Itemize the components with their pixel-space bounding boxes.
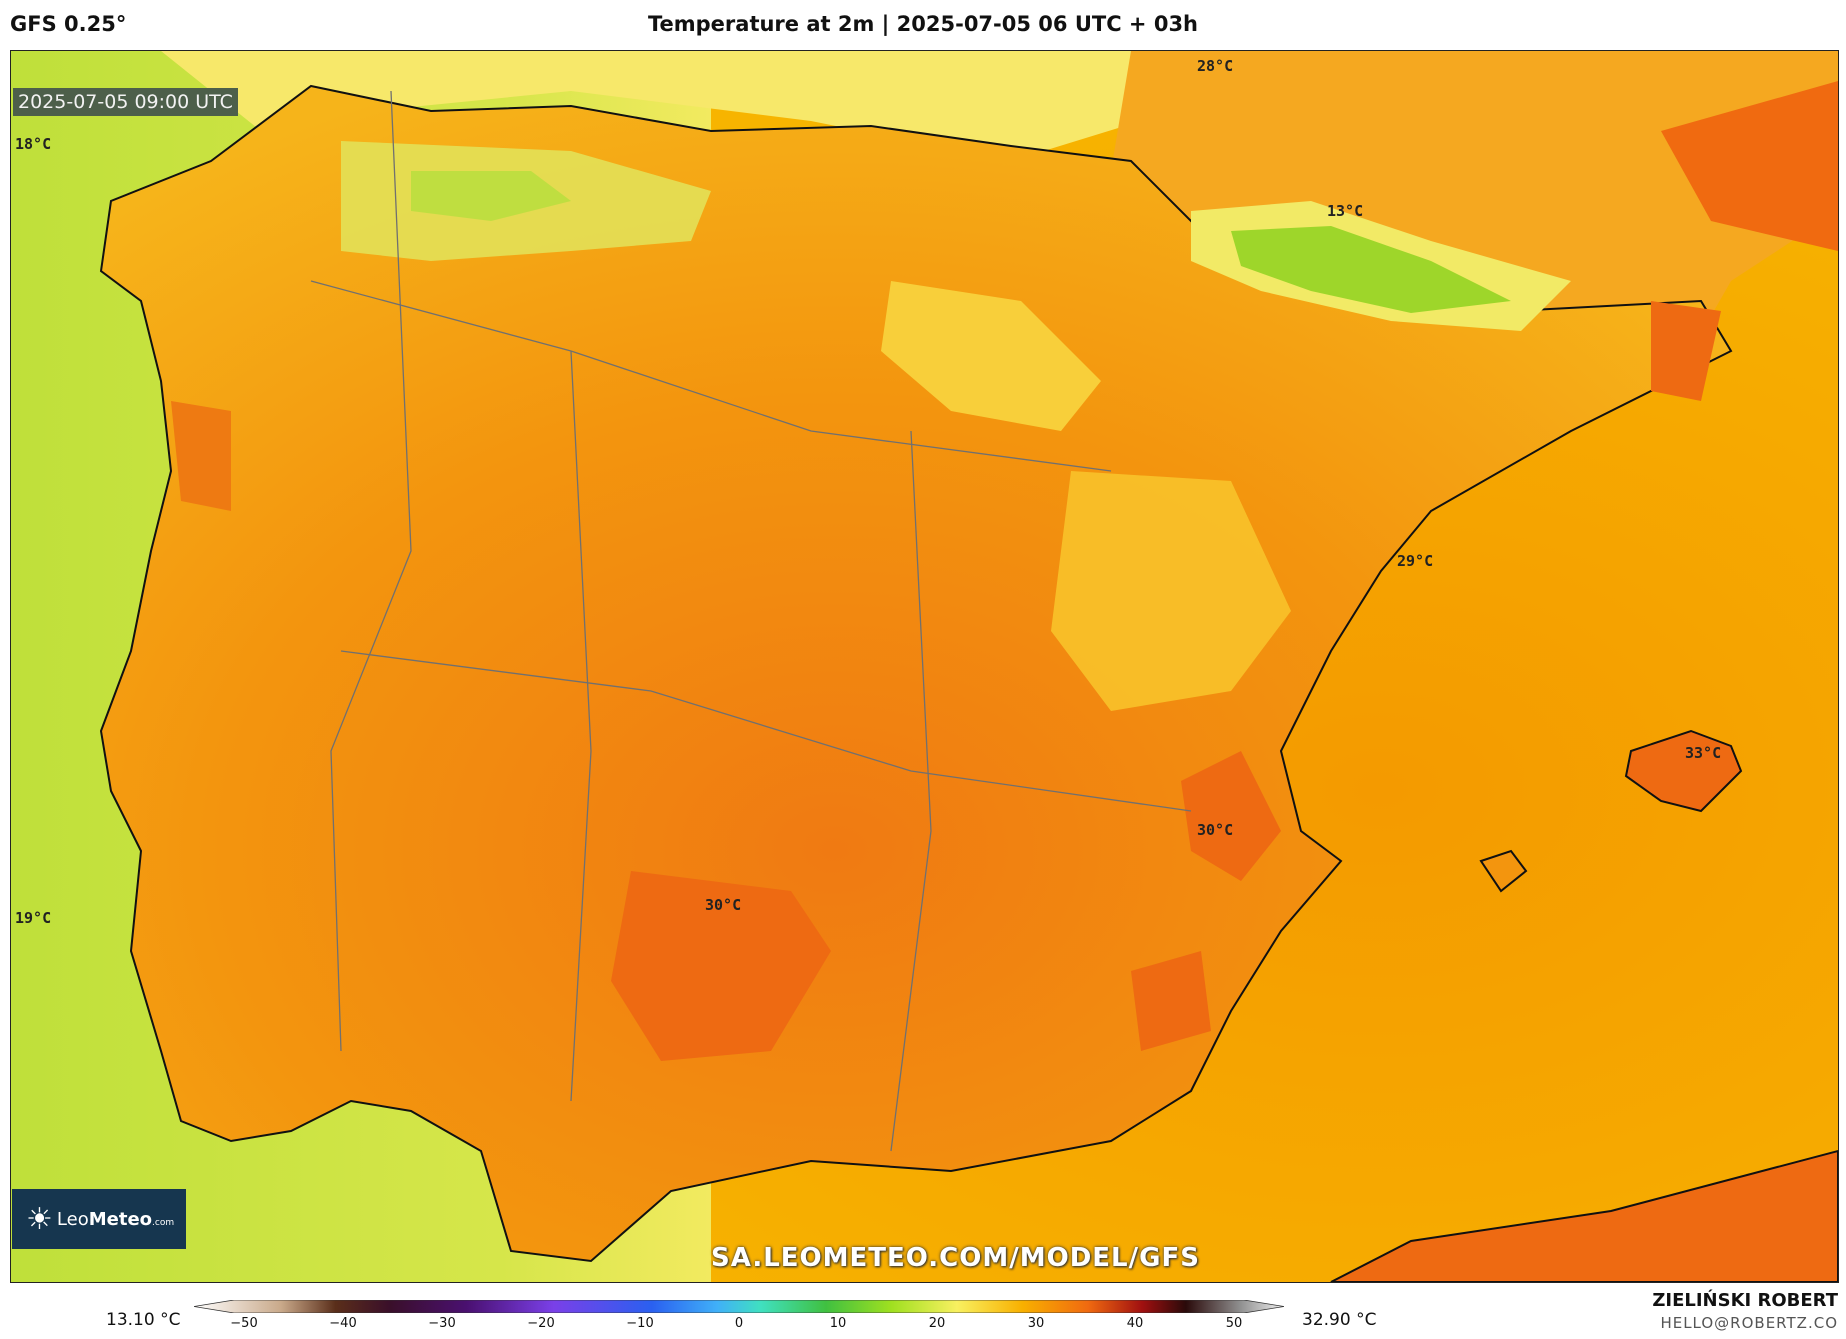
ebro-zone (1051, 471, 1291, 711)
model-name: GFS 0.25° (10, 12, 127, 36)
colorbar (194, 1300, 1284, 1313)
france-hot-zone (1661, 81, 1838, 251)
colorbar-tick: −20 (527, 1316, 555, 1331)
sun-icon: ☀ (26, 1201, 53, 1237)
cantabria-green-zone (411, 171, 571, 221)
temp-label: 19°C (15, 909, 52, 927)
colorbar-tick: −10 (626, 1316, 654, 1331)
temp-label: 30°C (1197, 821, 1234, 839)
iberian-system-zone (881, 281, 1101, 431)
temperature-map: 2025-07-05 09:00 UTC 18°C 28°C 13°C 29°C… (10, 50, 1839, 1283)
temp-label: 18°C (15, 135, 52, 153)
colorbar-tick: −50 (230, 1316, 258, 1331)
temp-label: 29°C (1397, 552, 1434, 570)
colorbar-max-label: 32.90 °C (1302, 1310, 1377, 1330)
catalonia-hot-zone (1651, 301, 1721, 401)
colorbar-tick: 10 (829, 1316, 847, 1331)
author-email: HELLO@ROBERTZ.CO (1660, 1314, 1838, 1332)
temp-label: 13°C (1327, 202, 1364, 220)
valencia-hot-zone (1181, 751, 1281, 881)
colorbar-tick: 50 (1225, 1316, 1243, 1331)
source-watermark: SA.LEOMETEO.COM/MODEL/GFS (711, 1243, 1200, 1273)
colorbar-min-label: 13.10 °C (106, 1310, 181, 1330)
colorbar-tick: 0 (734, 1316, 744, 1331)
pyrenees-green-zone (1231, 226, 1511, 313)
murcia-hot-zone (1131, 951, 1211, 1051)
map-canvas (11, 51, 1838, 1282)
region-borders (310, 90, 1192, 1152)
leometeo-logo: ☀ LeoMeteo.com (12, 1189, 186, 1249)
ibiza-island (1479, 849, 1528, 893)
temp-label: 33°C (1685, 744, 1722, 762)
mallorca-island (1624, 729, 1743, 813)
timestamp-badge: 2025-07-05 09:00 UTC (13, 88, 238, 116)
portugal-hot-zone (171, 401, 231, 511)
colorbar-tick: −30 (428, 1316, 456, 1331)
logo-suffix: .com (152, 1217, 175, 1228)
colorbar-tick: 20 (928, 1316, 946, 1331)
logo-brand-a: Leo (56, 1208, 89, 1230)
author-name: ZIELIŃSKI ROBERT (1652, 1290, 1838, 1311)
colorbar-tick: 40 (1126, 1316, 1144, 1331)
andalusia-hot-zone (611, 871, 831, 1061)
colorbar-tick: 30 (1027, 1316, 1045, 1331)
logo-brand-b: Meteo (88, 1208, 153, 1230)
africa-land (1330, 1149, 1838, 1282)
map-title: Temperature at 2m | 2025-07-05 06 UTC + … (647, 12, 1199, 36)
colorbar-ticks: −50 −40 −30 −20 −10 0 10 20 30 40 50 (194, 1316, 1284, 1336)
colorbar-tick: −40 (329, 1316, 357, 1331)
temp-label: 28°C (1197, 57, 1234, 75)
temp-label: 30°C (705, 896, 742, 914)
